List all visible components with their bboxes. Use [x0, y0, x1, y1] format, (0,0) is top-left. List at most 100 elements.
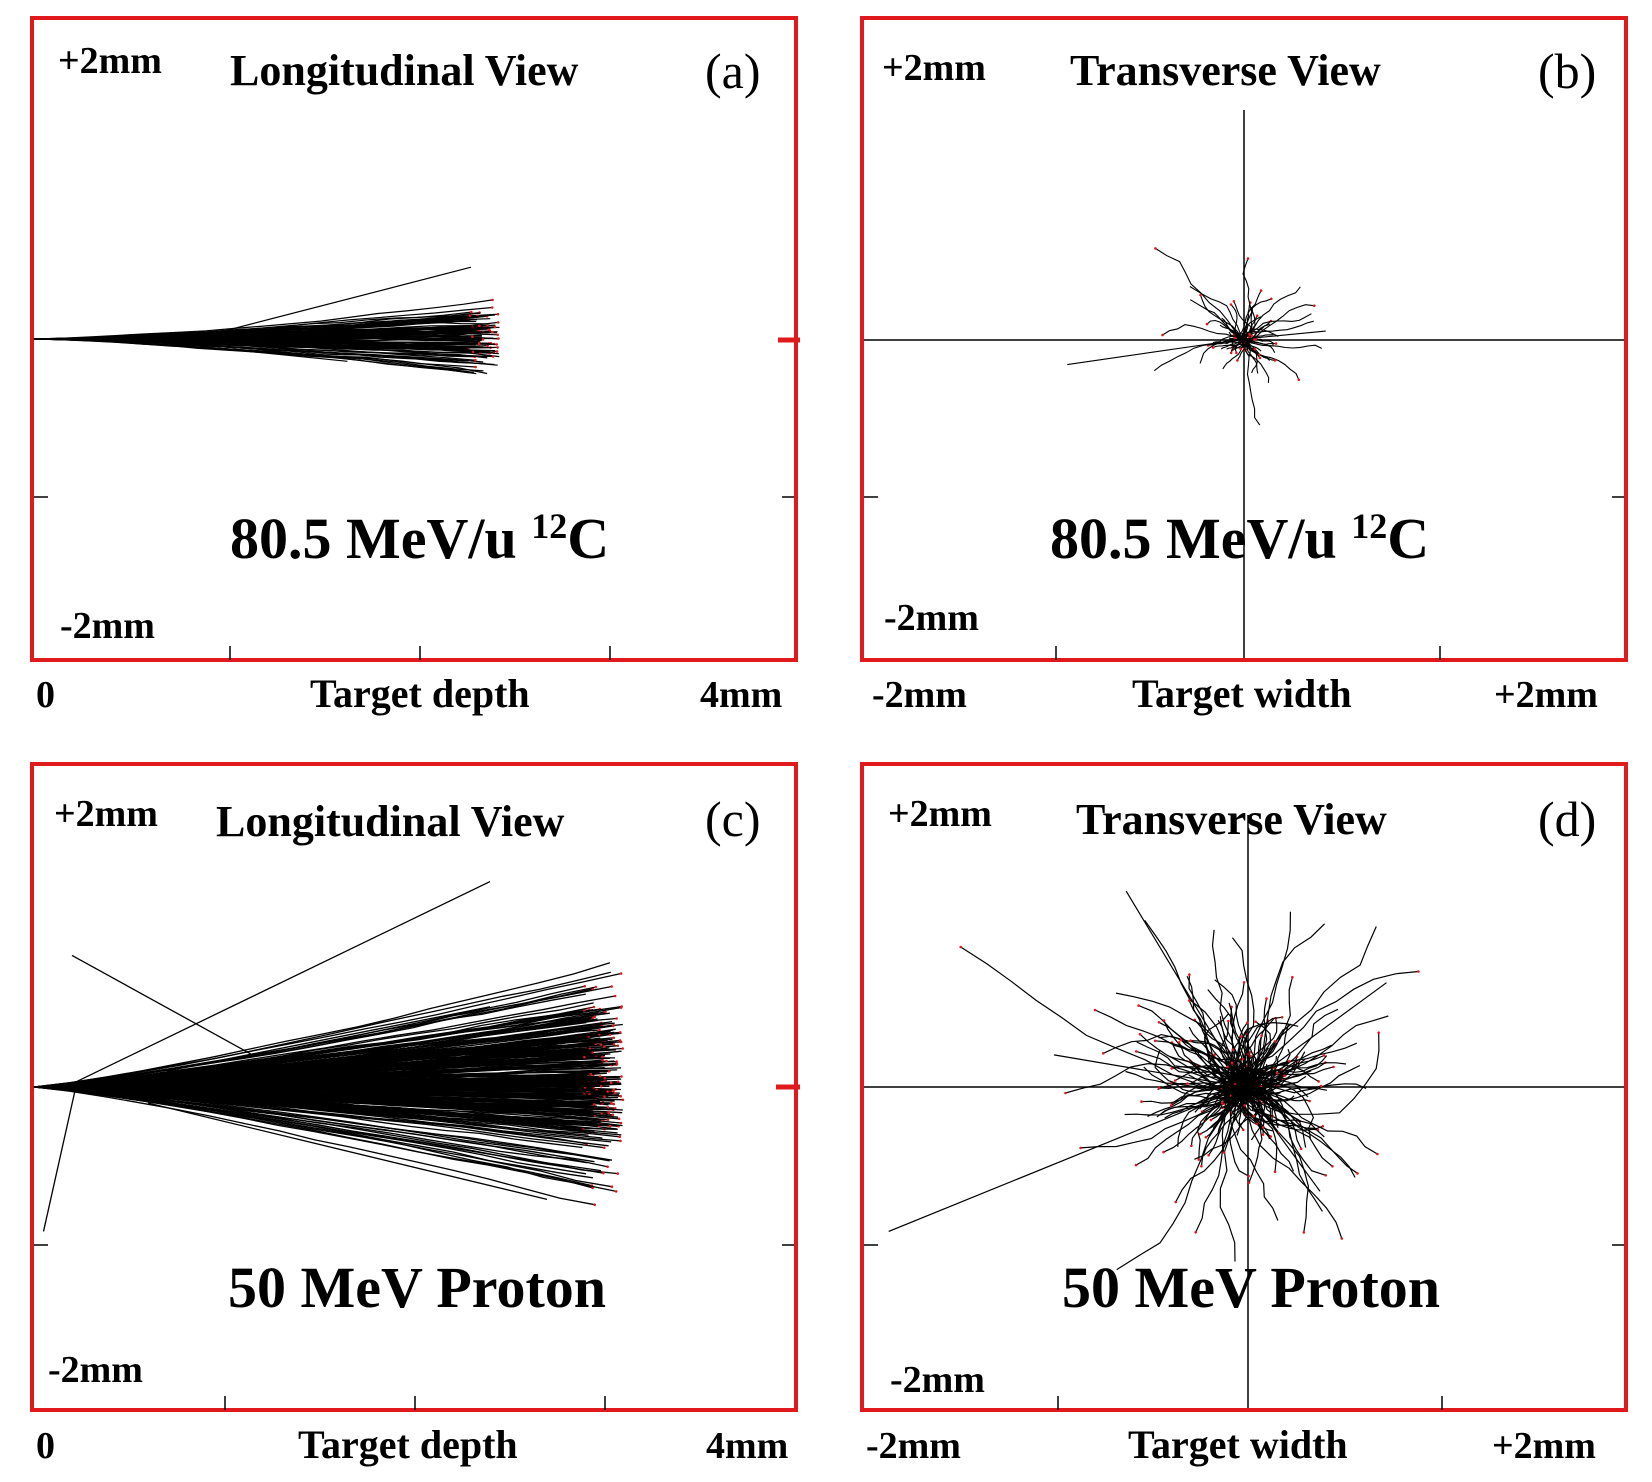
ion-track: [1178, 1042, 1230, 1093]
stopping-point: [493, 325, 497, 329]
x-axis-label: Target width: [1128, 1422, 1348, 1467]
ion-track: [33, 1086, 612, 1104]
beam-label: 80.5 MeV/u 12C: [230, 506, 609, 571]
ion-tracks: [888, 890, 1420, 1271]
stopping-point: [1194, 1231, 1197, 1234]
ion-track: [1238, 1032, 1380, 1115]
stopping-point: [1340, 1237, 1344, 1240]
ion-track: [1239, 343, 1261, 359]
ion-track: [33, 986, 596, 1088]
stopping-point: [1209, 1118, 1213, 1122]
ion-track: [960, 946, 1234, 1095]
ion-track: [1169, 1055, 1230, 1087]
stopping-point: [1248, 332, 1251, 336]
stopping-point: [601, 1058, 604, 1062]
ion-track: [1257, 1086, 1323, 1212]
stopping-point: [1258, 356, 1262, 360]
ion-track: [1255, 1085, 1285, 1089]
ion-track: [1220, 339, 1243, 350]
x-end-label: +2mm: [1492, 1425, 1596, 1467]
stopping-point: [1276, 1071, 1279, 1075]
stopping-point: [1319, 1084, 1323, 1088]
stopping-point: [616, 1044, 620, 1047]
ion-track: [1243, 330, 1326, 340]
x-end-label: 4mm: [700, 674, 782, 716]
stopping-point: [620, 1075, 623, 1078]
panel-label: (a): [705, 43, 761, 99]
ion-track: [1245, 1016, 1283, 1081]
stopping-point: [1199, 293, 1202, 297]
stopping-point: [603, 1146, 606, 1149]
ion-track: [1228, 1060, 1290, 1098]
stopping-point: [593, 1015, 597, 1018]
stopping-point: [618, 1039, 622, 1042]
stopping-point: [470, 310, 473, 314]
ion-track: [33, 1006, 622, 1088]
stopping-point: [1154, 247, 1157, 250]
ion-track: [1135, 1086, 1244, 1166]
stopping-point: [1417, 970, 1420, 973]
stopping-point: [606, 1106, 610, 1109]
ion-tracks: [1067, 247, 1326, 426]
ion-track: [1125, 890, 1245, 1088]
stopping-point: [1226, 1065, 1229, 1069]
ion-track: [1219, 1077, 1238, 1262]
ion-track: [1240, 328, 1279, 339]
stopping-point: [603, 1076, 607, 1080]
stopping-point: [613, 1106, 617, 1110]
stopping-point: [1222, 1151, 1226, 1154]
stopping-point: [619, 972, 623, 975]
stopping-point: [614, 1190, 618, 1193]
stopping-point: [1220, 1102, 1224, 1105]
y-top-label: +2mm: [54, 793, 158, 835]
stopping-point: [496, 321, 500, 324]
panel-b: +2mm Transverse View (b) 80.5 MeV/u 12C …: [860, 16, 1628, 716]
ion-track: [1230, 337, 1250, 354]
stopping-point: [593, 1103, 596, 1106]
stopping-point: [1302, 1231, 1306, 1234]
stopping-point: [1274, 342, 1278, 345]
stopping-point: [1233, 336, 1237, 340]
stopping-point: [619, 1094, 622, 1098]
ion-track: [33, 1079, 587, 1088]
stopping-point: [615, 1060, 618, 1063]
stopping-point: [1064, 1091, 1067, 1095]
ion-track: [1248, 1062, 1347, 1082]
ion-tracks: [33, 266, 500, 375]
stopping-point: [1157, 1021, 1161, 1024]
stopping-point: [613, 994, 617, 998]
stopping-point: [1204, 1135, 1208, 1139]
stopping-point: [592, 1005, 596, 1009]
ion-track: [33, 1086, 595, 1206]
ion-track: [1243, 339, 1270, 383]
stopping-point: [1291, 975, 1294, 979]
ion-track: [1199, 294, 1246, 342]
stopping-point: [1235, 351, 1238, 355]
ion-track: [1249, 1070, 1312, 1095]
stopping-point: [619, 1006, 623, 1009]
stopping-point: [1273, 1040, 1277, 1043]
x-axis-label: Target width: [1132, 671, 1352, 716]
stopping-point: [1323, 1054, 1326, 1057]
beam-energy: 80.5 MeV/u: [230, 506, 531, 571]
stopping-point: [616, 1080, 620, 1084]
ion-track: [1160, 1089, 1249, 1115]
stopping-point: [1177, 1041, 1181, 1044]
stopping-point: [607, 1070, 611, 1073]
ion-track: [33, 1063, 618, 1088]
x-start-label: -2mm: [866, 1425, 961, 1467]
stopping-point: [599, 1043, 603, 1046]
stopping-point: [474, 358, 477, 362]
stopping-point: [1288, 1059, 1291, 1063]
ion-track: [1186, 975, 1239, 1079]
stopping-point: [1239, 347, 1242, 351]
x-start-label: 0: [36, 1425, 55, 1467]
stopping-point: [1174, 1200, 1177, 1204]
stopping-point: [1134, 1050, 1138, 1053]
ion-track: [33, 1086, 584, 1129]
ion-track: [33, 1086, 604, 1174]
ion-track: [33, 962, 611, 1088]
ion-track: [33, 299, 493, 340]
stopping-point: [1242, 1128, 1245, 1132]
ion-track: [33, 1025, 599, 1088]
